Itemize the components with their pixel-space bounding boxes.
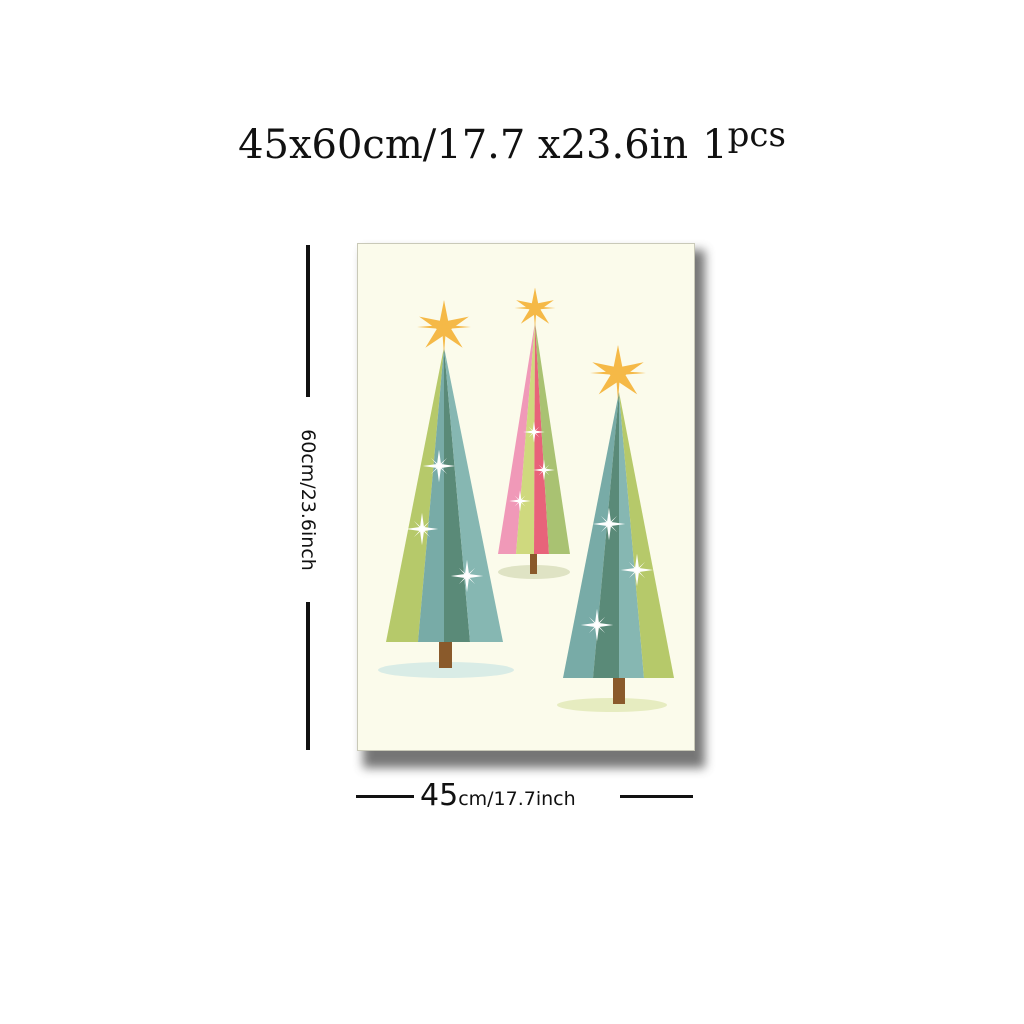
christmas-trees-artwork xyxy=(378,287,674,712)
product-size-title: 45x60cm/17.7 x23.6in 1pcs xyxy=(0,115,1024,168)
height-dimension-line-bottom xyxy=(306,602,310,750)
size-text: 45x60cm/17.7 x23.6in xyxy=(238,122,689,168)
width-dimension-line-right xyxy=(620,795,693,798)
tree-left-star-icon xyxy=(417,300,471,354)
tree-right xyxy=(563,345,674,704)
canvas-print xyxy=(357,243,695,751)
width-dimension-label: 45cm/17.7inch xyxy=(420,778,576,813)
tree-right-ground-shadow xyxy=(557,698,667,712)
width-unit-text: cm/17.7inch xyxy=(458,788,576,810)
tree-right-star-icon xyxy=(590,345,646,401)
height-dimension-line-top xyxy=(306,245,310,397)
tree-middle xyxy=(498,287,570,574)
quantity-number: 1 xyxy=(702,122,728,168)
tree-middle-trunk xyxy=(530,552,537,574)
tree-middle-star-icon xyxy=(514,287,556,329)
width-dimension-line-left xyxy=(356,795,414,798)
tree-left-ground-shadow xyxy=(378,662,514,678)
tree-right-trunk xyxy=(613,676,625,704)
width-number: 45 xyxy=(420,778,459,813)
tree-left-trunk xyxy=(439,642,452,668)
tree-left xyxy=(386,300,503,668)
quantity-unit: pcs xyxy=(727,115,786,155)
height-dimension-label: 60cm/23.6inch xyxy=(297,429,319,571)
